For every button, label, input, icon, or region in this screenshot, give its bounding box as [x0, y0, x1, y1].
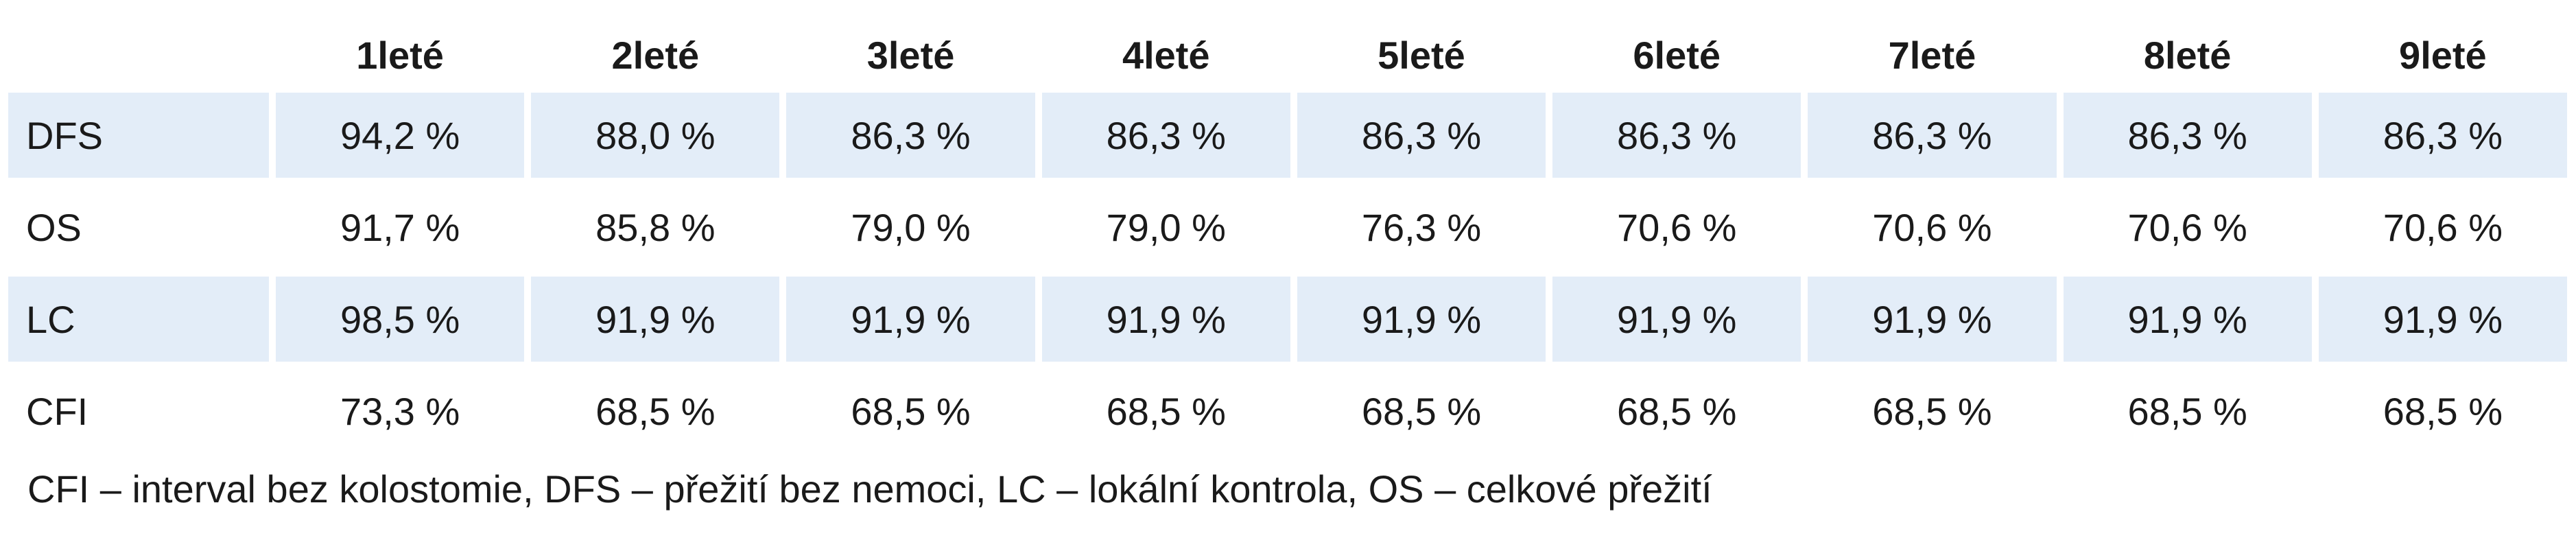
table-cell: 98,5 % — [276, 277, 525, 369]
header-cell-5y: 5leté — [1378, 33, 1465, 77]
row-label: OS — [8, 185, 269, 277]
table-cell: 85,8 % — [531, 185, 780, 277]
table-cell: 91,9 % — [2063, 277, 2312, 369]
table-cell: 86,3 % — [1552, 93, 1801, 185]
table-cell: 68,5 % — [1297, 369, 1546, 460]
table-cell: 79,0 % — [786, 185, 1035, 277]
table-cell: 68,5 % — [2318, 369, 2567, 460]
table-cell: 91,9 % — [1041, 277, 1290, 369]
table-cell: 86,3 % — [1808, 93, 2057, 185]
table-cell: 68,5 % — [1041, 369, 1290, 460]
table-cell: 86,3 % — [1297, 93, 1546, 185]
table-row-lc: LC 98,5 % 91,9 % 91,9 % 91,9 % 91,9 % 91… — [8, 277, 2567, 369]
header-cell-2y: 2leté — [611, 33, 700, 77]
table-cell: 94,2 % — [276, 93, 525, 185]
table-cell: 68,5 % — [1808, 369, 2057, 460]
table-cell: 68,5 % — [2063, 369, 2312, 460]
table-cell: 91,9 % — [786, 277, 1035, 369]
header-cell-7y: 7leté — [1888, 33, 1976, 77]
table-cell: 76,3 % — [1297, 185, 1546, 277]
table-cell: 73,3 % — [276, 369, 525, 460]
table-cell: 68,5 % — [786, 369, 1035, 460]
table-cell: 86,3 % — [786, 93, 1035, 185]
table-cell: 68,5 % — [1552, 369, 1801, 460]
header-cell-8y: 8leté — [2143, 33, 2232, 77]
table-cell: 70,6 % — [2318, 185, 2567, 277]
table-cell: 91,9 % — [1552, 277, 1801, 369]
table-cell: 70,6 % — [1552, 185, 1801, 277]
header-cell-empty — [8, 17, 269, 93]
header-cell-4y: 4leté — [1122, 33, 1210, 77]
table-cell: 91,7 % — [276, 185, 525, 277]
row-label: CFI — [8, 369, 269, 460]
survival-table: 1leté 2leté 3leté 4leté 5leté 6leté 7let… — [1, 17, 2574, 460]
table-cell: 91,9 % — [1297, 277, 1546, 369]
table-cell: 91,9 % — [1808, 277, 2057, 369]
table-footnote: CFI – interval bez kolostomie, DFS – pře… — [27, 467, 1712, 511]
table-row-os: OS 91,7 % 85,8 % 79,0 % 79,0 % 76,3 % 70… — [8, 185, 2567, 277]
header-cell-3y: 3leté — [866, 33, 955, 77]
table-cell: 68,5 % — [531, 369, 780, 460]
table-cell: 70,6 % — [1808, 185, 2057, 277]
header-cell-6y: 6leté — [1633, 33, 1721, 77]
header-cell-9y: 9leté — [2399, 33, 2487, 77]
row-label: DFS — [8, 93, 269, 185]
table-cell: 86,3 % — [2063, 93, 2312, 185]
row-label: LC — [8, 277, 269, 369]
table-cell: 86,3 % — [2318, 93, 2567, 185]
survival-table-container: 1leté 2leté 3leté 4leté 5leté 6leté 7let… — [8, 17, 2567, 460]
table-cell: 79,0 % — [1041, 185, 1290, 277]
table-cell: 86,3 % — [1041, 93, 1290, 185]
table-cell: 88,0 % — [531, 93, 780, 185]
header-cell-1y: 1leté — [356, 33, 444, 77]
table-row-cfi: CFI 73,3 % 68,5 % 68,5 % 68,5 % 68,5 % 6… — [8, 369, 2567, 460]
table-row-dfs: DFS 94,2 % 88,0 % 86,3 % 86,3 % 86,3 % 8… — [8, 93, 2567, 185]
table-cell: 91,9 % — [531, 277, 780, 369]
table-header-row: 1leté 2leté 3leté 4leté 5leté 6leté 7let… — [8, 17, 2567, 93]
table-cell: 91,9 % — [2318, 277, 2567, 369]
table-cell: 70,6 % — [2063, 185, 2312, 277]
